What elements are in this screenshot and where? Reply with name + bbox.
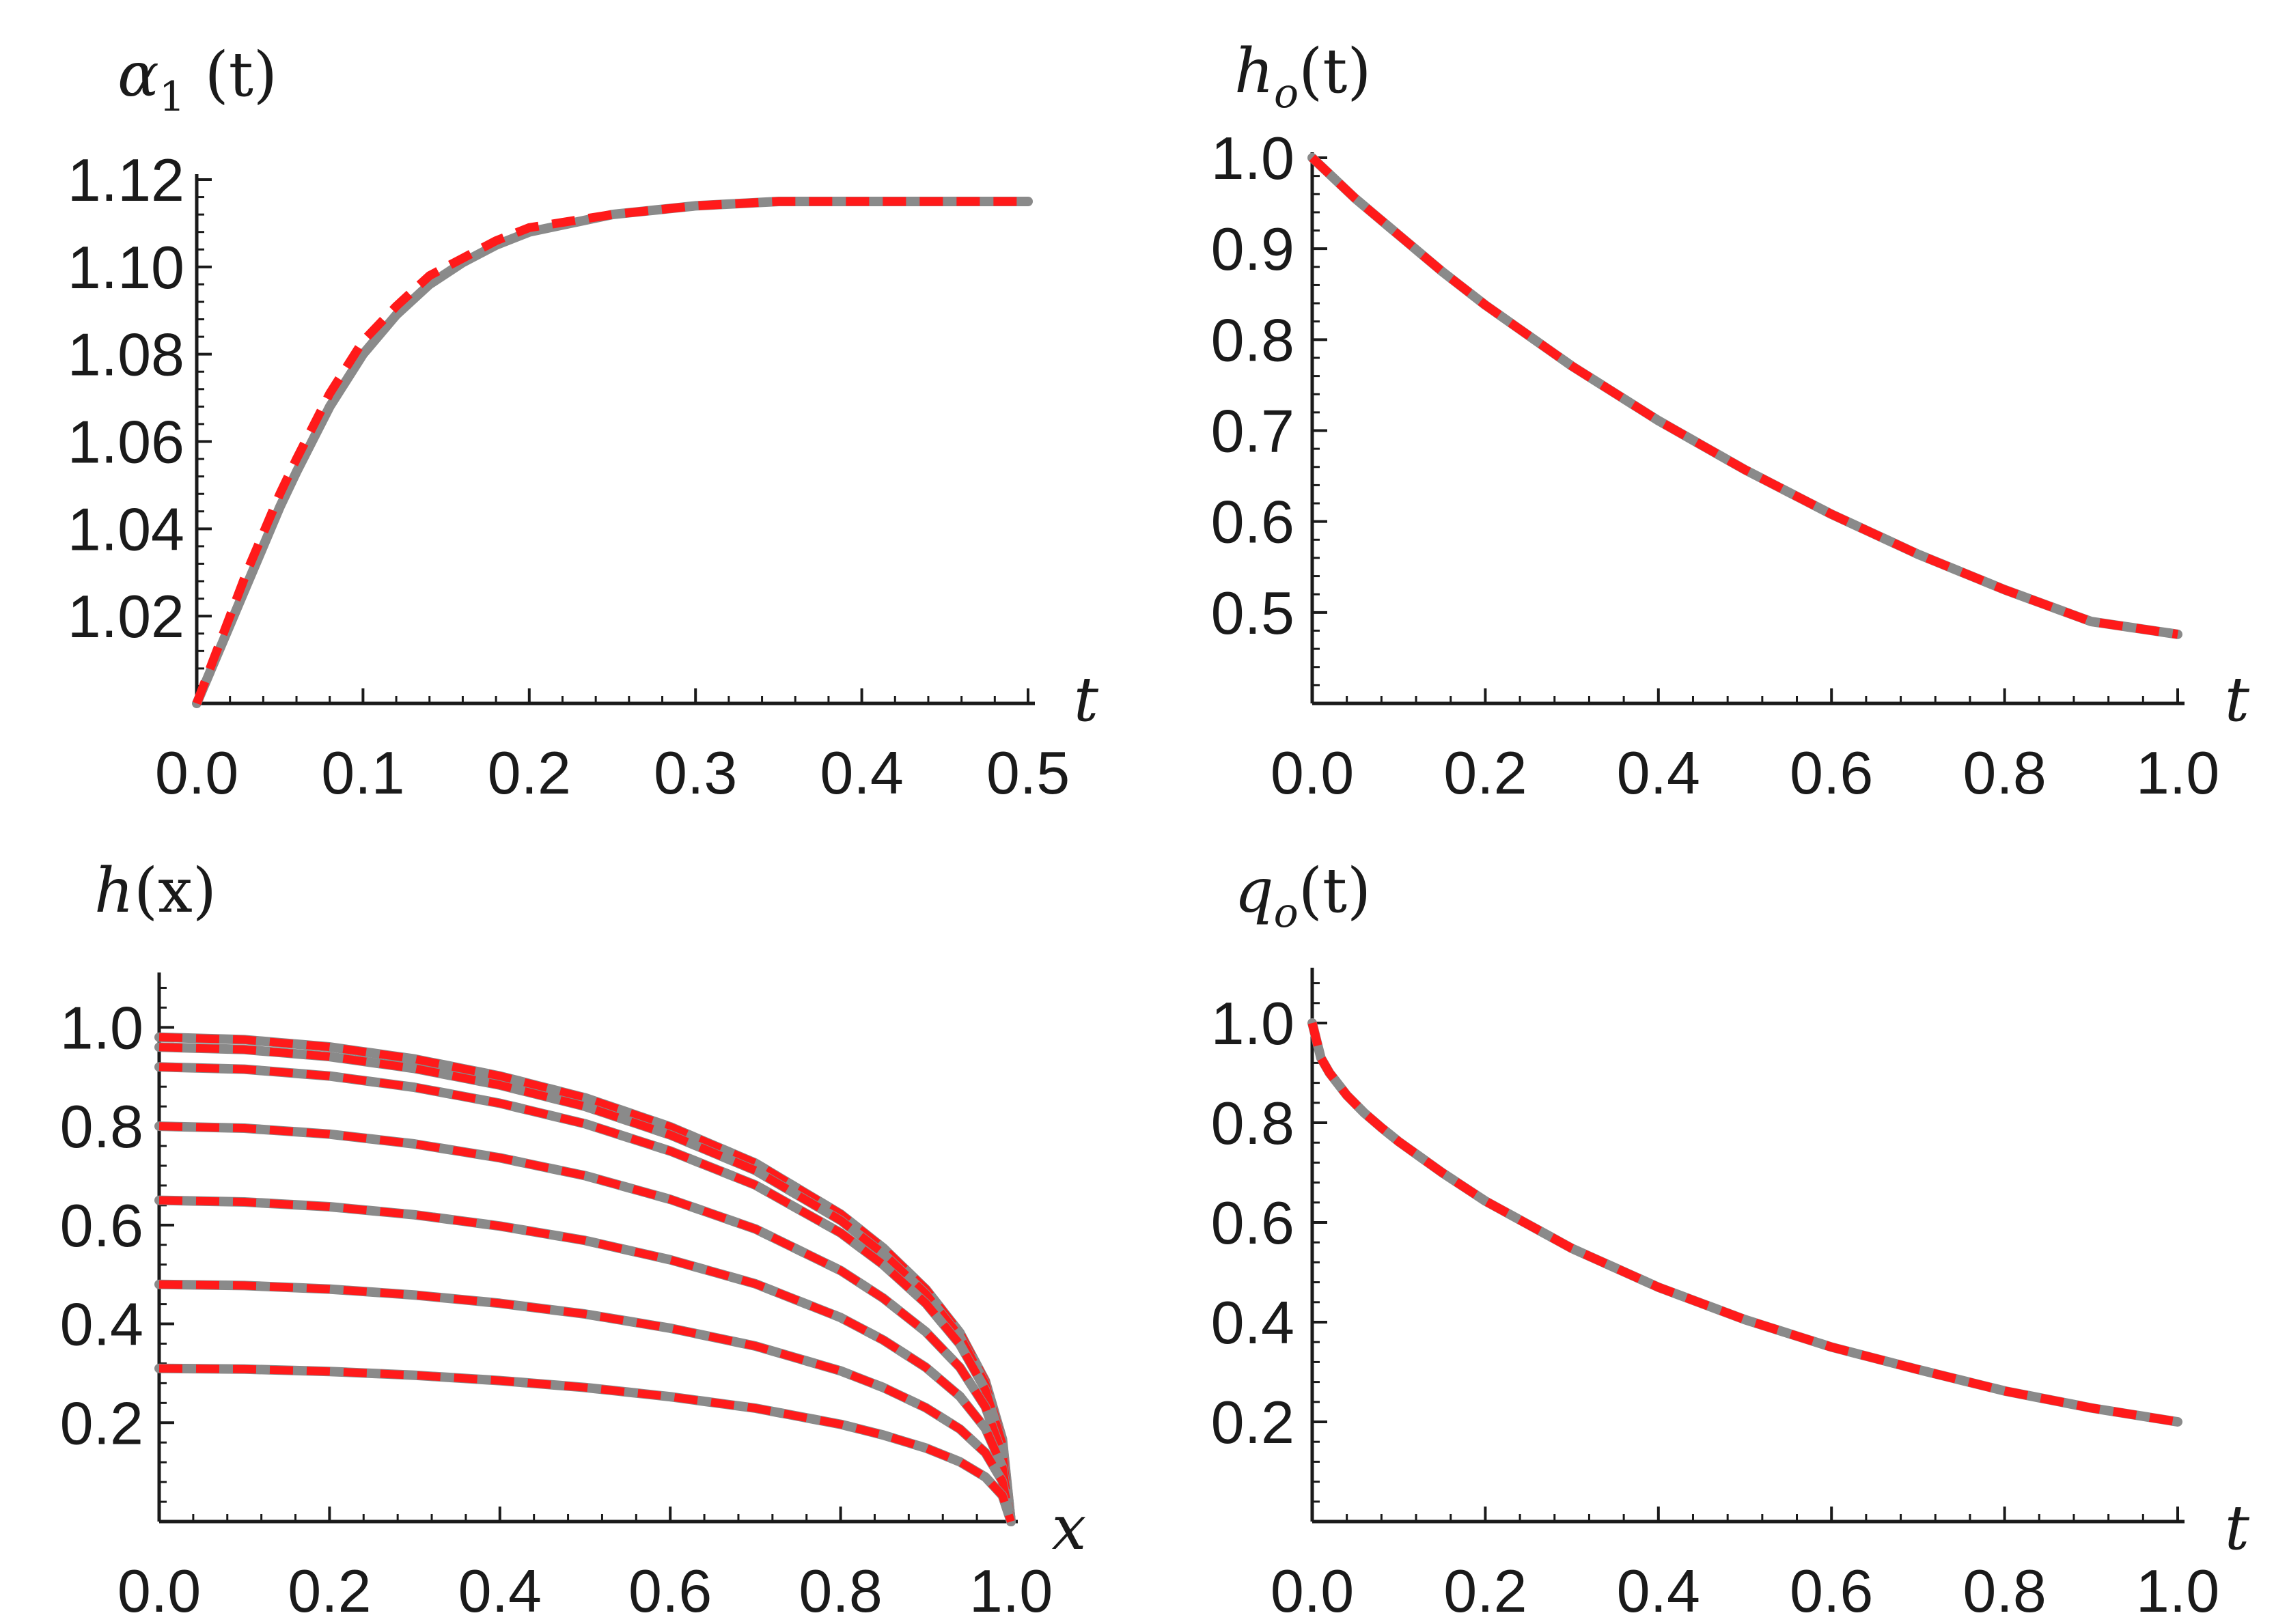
panel-hx: 0.0 0.2 0.4 0.6 0.8 1.0 0.2 0.4 0.6 0.8 1.0 h(x) x [60, 855, 1087, 1624]
y-tick-label: 0.9 [1211, 215, 1294, 283]
y-axis-title-arg: (t) [1299, 36, 1371, 107]
y-tick-label: 0.7 [1211, 397, 1294, 465]
y-tick-label: 0.4 [1211, 1289, 1294, 1356]
y-tick-label: 1.0 [60, 994, 143, 1061]
y-axis-title: α1 (t) [117, 39, 277, 121]
x-tick-label: 0.0 [1271, 739, 1354, 807]
series-line-solid [1307, 1018, 2182, 1427]
y-tick-label: 0.6 [1211, 1189, 1294, 1257]
y-axis-title-base: α [117, 39, 159, 111]
y-axis-title-base: h [1234, 36, 1274, 107]
series-line-solid [1307, 153, 2182, 639]
x-tick-label: 1.0 [969, 1557, 1053, 1624]
profile-line-dashed [158, 1122, 1015, 1522]
x-tick-label: 0.4 [458, 1557, 542, 1624]
y-tick-label: 1.02 [68, 583, 184, 650]
x-tick-label: 1.0 [2136, 739, 2219, 807]
x-tick-label: 0.8 [1963, 739, 2046, 807]
x-tick-label: 0.6 [628, 1557, 712, 1624]
y-axis-title-sub: 1 [159, 73, 185, 121]
x-tick-label: 0.8 [1963, 1557, 2046, 1624]
y-tick-label: 0.8 [1211, 1089, 1294, 1157]
x-tick-label: 0.0 [155, 739, 238, 807]
x-tick-label: 0.0 [117, 1557, 201, 1624]
series-line-dashed [1307, 1022, 2179, 1427]
series-line-solid [192, 197, 1033, 708]
panel-qo: 0.0 0.2 0.4 0.6 0.8 1.0 0.2 0.4 0.6 0.8 1.0 qo(t) t [1211, 855, 2250, 1624]
y-axis-title-base: h [94, 855, 134, 927]
profile-line-dashed [158, 1063, 1015, 1522]
y-axis-title-sub: o [1274, 889, 1299, 937]
x-tick-label: 0.6 [1790, 1557, 1873, 1624]
profile-line-dashed [158, 1196, 1015, 1522]
y-axis-title-sub: o [1274, 70, 1299, 117]
profile-line-dashed [158, 1280, 1015, 1523]
y-axis-title-arg: (x) [134, 855, 217, 927]
y-tick-label: 0.6 [1211, 488, 1294, 556]
x-tick-label: 1.0 [2136, 1557, 2219, 1624]
y-tick-label: 0.2 [1211, 1388, 1294, 1456]
x-tick-label: 0.4 [1617, 739, 1700, 807]
series-line-dashed [192, 197, 1028, 705]
y-tick-label: 1.04 [68, 495, 184, 563]
y-axis-title: ho(t) [1234, 36, 1372, 117]
y-tick-label: 1.06 [68, 408, 184, 476]
y-axis-title-arg: (t) [185, 39, 277, 111]
x-tick-label: 0.5 [986, 739, 1070, 807]
x-tick-label: 0.0 [1271, 1557, 1354, 1624]
series-line-dashed [1309, 154, 2178, 639]
y-tick-label: 0.6 [60, 1192, 143, 1259]
y-axis-title-base: q [1234, 855, 1274, 927]
x-tick-label: 0.1 [321, 739, 404, 807]
x-tick-label: 0.2 [288, 1557, 371, 1624]
x-tick-label: 0.2 [488, 739, 571, 807]
x-tick-label: 0.3 [654, 739, 737, 807]
panel-ho: 0.0 0.2 0.4 0.6 0.8 1.0 0.5 0.6 0.7 0.8 0.9 1.0 ho(t… [1211, 36, 2250, 807]
profile-line-dashed [158, 1033, 1015, 1522]
panel-alpha1: 0.0 0.1 0.2 0.3 0.4 0.5 1.02 1.04 1.06 1.08 1.10 1.… [68, 39, 1099, 807]
x-tick-label: 0.2 [1443, 739, 1527, 807]
x-tick-label: 0.4 [1617, 1557, 1700, 1624]
x-tick-label: 0.6 [1790, 739, 1873, 807]
y-tick-label: 0.4 [60, 1291, 143, 1358]
y-axis-title-arg: (t) [1299, 855, 1371, 927]
y-tick-label: 1.0 [1211, 990, 1294, 1057]
profile-line-solid [154, 1279, 1016, 1526]
y-axis-title: qo(t) [1234, 855, 1371, 937]
y-tick-label: 1.08 [68, 321, 184, 389]
y-tick-label: 0.5 [1211, 579, 1294, 647]
x-tick-label: 0.4 [820, 739, 903, 807]
y-tick-label: 1.10 [68, 234, 184, 301]
y-tick-label: 0.8 [1211, 306, 1294, 374]
profile-line-dashed [158, 1043, 1015, 1522]
profile-line-dashed [158, 1364, 1015, 1523]
y-tick-label: 1.0 [1211, 124, 1294, 192]
y-tick-label: 0.8 [60, 1093, 143, 1160]
x-axis-title: x [1052, 1492, 1087, 1564]
x-tick-label: 0.8 [799, 1557, 882, 1624]
x-axis-title: t [2225, 664, 2250, 736]
x-axis-title: t [1074, 664, 1099, 736]
x-axis-title: t [2225, 1492, 2250, 1564]
y-tick-label: 0.2 [60, 1389, 143, 1457]
y-axis-title: h(x) [94, 855, 217, 927]
y-tick-label: 1.12 [68, 146, 184, 214]
x-tick-label: 0.2 [1443, 1557, 1527, 1624]
profile-line-solid [154, 1121, 1016, 1526]
